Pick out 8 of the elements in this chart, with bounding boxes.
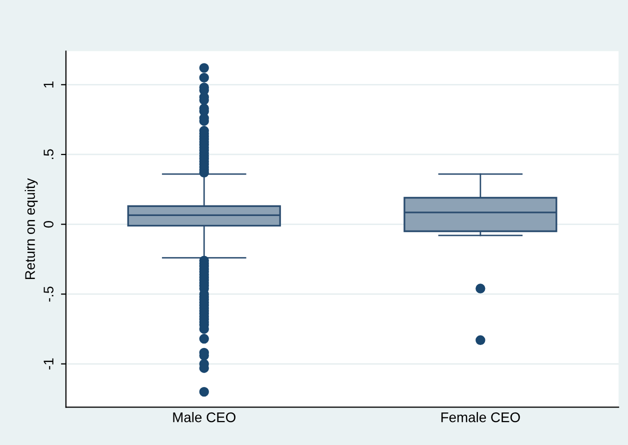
y-tick-label: .5 <box>44 149 54 160</box>
y-tick-label: -1 <box>44 358 54 370</box>
y-tick-label: 0 <box>44 220 54 228</box>
x-tick-label: Male CEO <box>173 412 236 422</box>
y-tick-label: -.5 <box>44 286 54 302</box>
x-tick-label: Female CEO <box>441 412 520 422</box>
y-tick-label: 1 <box>44 81 54 88</box>
y-axis-title: Return on equity <box>24 178 38 279</box>
